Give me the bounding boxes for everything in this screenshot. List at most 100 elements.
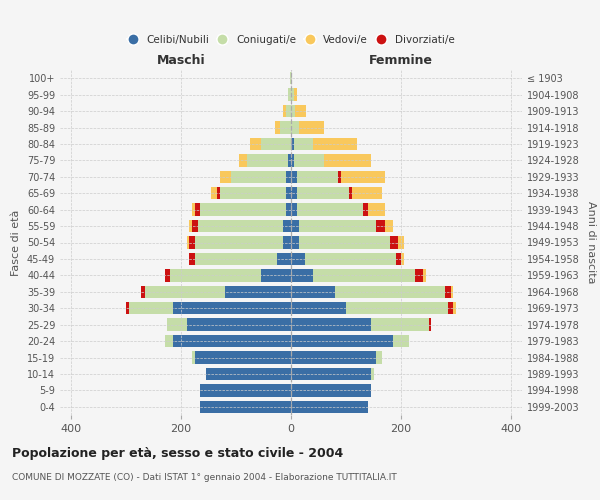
Bar: [291, 204, 296, 216]
Text: Femmine: Femmine: [369, 54, 433, 66]
Bar: [247, 154, 288, 166]
Bar: [291, 170, 296, 183]
Bar: [286, 204, 291, 216]
Bar: [291, 352, 376, 364]
Bar: [280, 122, 291, 134]
Bar: [225, 286, 291, 298]
Bar: [313, 269, 415, 281]
Bar: [239, 154, 247, 166]
Bar: [291, 335, 393, 347]
Bar: [294, 88, 296, 101]
Bar: [393, 335, 409, 347]
Bar: [164, 335, 173, 347]
Bar: [291, 400, 368, 413]
Bar: [291, 72, 292, 85]
Bar: [261, 138, 291, 150]
Bar: [126, 302, 129, 314]
Bar: [415, 269, 423, 281]
Bar: [401, 253, 404, 265]
Bar: [230, 170, 286, 183]
Bar: [341, 170, 385, 183]
Bar: [335, 286, 445, 298]
Bar: [283, 105, 286, 117]
Bar: [291, 384, 371, 396]
Bar: [291, 88, 294, 101]
Bar: [368, 204, 385, 216]
Bar: [291, 269, 313, 281]
Bar: [261, 269, 291, 281]
Bar: [296, 170, 338, 183]
Bar: [286, 187, 291, 200]
Bar: [448, 302, 453, 314]
Bar: [451, 286, 453, 298]
Bar: [211, 187, 217, 200]
Bar: [376, 352, 382, 364]
Bar: [291, 253, 305, 265]
Bar: [195, 253, 277, 265]
Bar: [324, 154, 371, 166]
Bar: [445, 286, 451, 298]
Bar: [428, 318, 431, 331]
Bar: [299, 122, 324, 134]
Bar: [220, 170, 230, 183]
Bar: [192, 204, 195, 216]
Bar: [220, 187, 286, 200]
Bar: [395, 253, 401, 265]
Bar: [352, 187, 382, 200]
Bar: [286, 105, 291, 117]
Y-axis label: Fasce di età: Fasce di età: [11, 210, 21, 276]
Bar: [200, 204, 286, 216]
Bar: [346, 302, 448, 314]
Bar: [217, 187, 220, 200]
Bar: [291, 302, 346, 314]
Bar: [286, 170, 291, 183]
Bar: [291, 236, 299, 248]
Bar: [250, 138, 261, 150]
Bar: [362, 204, 368, 216]
Bar: [453, 302, 456, 314]
Bar: [170, 269, 261, 281]
Bar: [187, 318, 291, 331]
Bar: [129, 302, 173, 314]
Bar: [167, 318, 187, 331]
Bar: [291, 138, 294, 150]
Bar: [296, 187, 349, 200]
Legend: Celibi/Nubili, Coniugati/e, Vedovi/e, Divorziati/e: Celibi/Nubili, Coniugati/e, Vedovi/e, Di…: [123, 30, 459, 49]
Bar: [291, 154, 294, 166]
Bar: [390, 236, 398, 248]
Bar: [398, 236, 404, 248]
Bar: [195, 204, 200, 216]
Bar: [189, 253, 195, 265]
Bar: [189, 220, 192, 232]
Bar: [290, 72, 291, 85]
Text: Maschi: Maschi: [157, 54, 205, 66]
Bar: [291, 368, 371, 380]
Bar: [197, 220, 283, 232]
Bar: [288, 154, 291, 166]
Bar: [275, 122, 280, 134]
Bar: [145, 286, 225, 298]
Bar: [277, 253, 291, 265]
Bar: [206, 368, 291, 380]
Bar: [189, 236, 195, 248]
Bar: [195, 236, 283, 248]
Bar: [192, 220, 197, 232]
Bar: [294, 138, 313, 150]
Bar: [200, 400, 291, 413]
Bar: [173, 302, 291, 314]
Bar: [283, 220, 291, 232]
Y-axis label: Anni di nascita: Anni di nascita: [586, 201, 596, 284]
Bar: [187, 236, 189, 248]
Bar: [299, 236, 390, 248]
Bar: [173, 335, 291, 347]
Bar: [338, 170, 341, 183]
Bar: [423, 269, 426, 281]
Bar: [288, 88, 291, 101]
Bar: [294, 154, 324, 166]
Bar: [291, 286, 335, 298]
Bar: [291, 105, 295, 117]
Bar: [291, 187, 296, 200]
Bar: [376, 220, 385, 232]
Bar: [291, 220, 299, 232]
Bar: [371, 368, 373, 380]
